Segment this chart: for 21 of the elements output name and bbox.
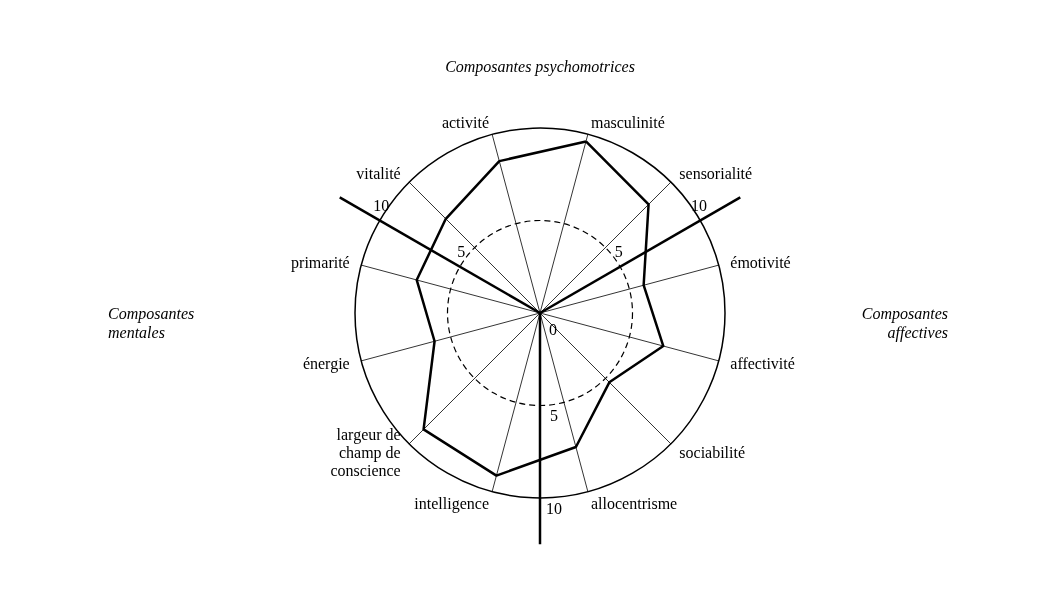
spoke-label: énergie: [302, 355, 350, 374]
y-tick-label: 10: [690, 197, 707, 214]
spoke-label: masculinité: [590, 114, 665, 132]
text: Composantes mentales: [108, 305, 195, 341]
spoke-label: sensorialité: [679, 165, 753, 183]
spoke-label: allocentrisme: [590, 494, 678, 512]
y-tick-label: 5: [614, 243, 623, 261]
y-tick-label: 10: [546, 499, 562, 517]
text: Composantes affectives: [861, 305, 948, 342]
y-tick-label: 5: [550, 407, 558, 424]
spoke-label: émotivité: [730, 253, 791, 271]
spoke-label: affectivité: [730, 355, 795, 373]
spoke-label: primarité: [291, 253, 350, 272]
y-tick-label: 5: [457, 243, 466, 261]
spoke-label: largeur de champ de conscience: [330, 425, 401, 479]
text: Composantes psychomotrices: [445, 57, 635, 76]
spoke-label: activité: [441, 114, 490, 132]
spoke-label: intelligence: [414, 494, 490, 513]
spoke-label: vitalité: [356, 165, 401, 183]
y-tick-label: 10: [373, 197, 390, 214]
spoke-label: sociabilité: [679, 443, 746, 461]
